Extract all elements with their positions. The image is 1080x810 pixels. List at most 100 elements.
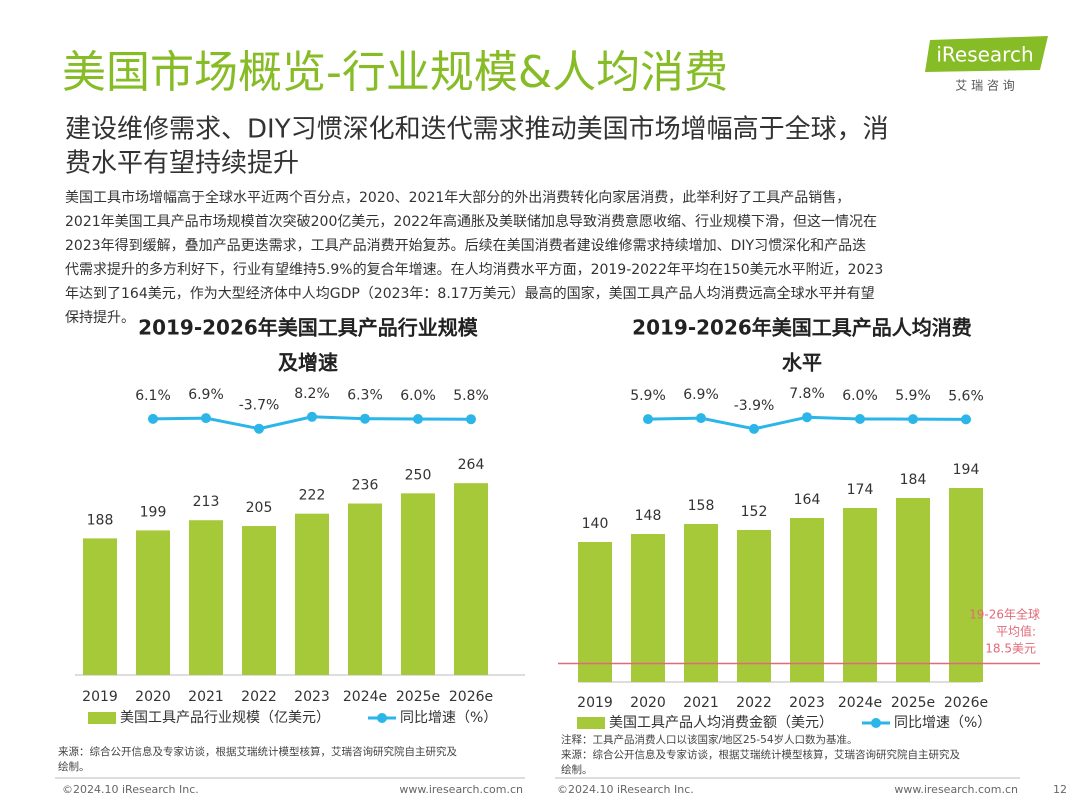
- source-note: 绘制。: [58, 760, 90, 773]
- x-tick-label: 2019: [82, 689, 118, 705]
- growth-point: [148, 413, 158, 424]
- logo: iResearch: [936, 43, 1033, 67]
- growth-label: 8.2%: [294, 386, 330, 402]
- bar: [348, 503, 382, 675]
- body-text: 美国工具市场增幅高于全球水平近两个百分点，2020、2021年大部分的外出消费转…: [65, 189, 850, 206]
- bar-label: 194: [953, 462, 980, 478]
- source-note: 绘制。: [561, 763, 593, 776]
- body-text: 年达到了164美元，作为大型经济体中人均GDP（2023年：8.17万美元）最高…: [65, 285, 875, 302]
- growth-point: [360, 413, 370, 424]
- legend-label: 同比增速（%）: [400, 710, 497, 726]
- bar: [790, 518, 824, 682]
- growth-label: 5.9%: [895, 388, 931, 404]
- growth-label: 6.9%: [188, 387, 224, 403]
- title: 美国市场概览-行业规模&人均消费: [62, 47, 728, 98]
- chart-title: 2019-2026年美国工具产品人均消费: [632, 316, 972, 340]
- body-text: 保持提升。: [65, 310, 135, 326]
- legend-dot: [377, 713, 387, 723]
- chart-title: 及增速: [278, 351, 338, 375]
- bar: [737, 530, 771, 682]
- x-tick-label: 2022: [736, 695, 772, 711]
- bar: [242, 526, 276, 675]
- growth-label: 6.0%: [400, 388, 436, 404]
- logo-badge: [925, 36, 1048, 72]
- source-note: 注释：工具产品消费人口以该国家/地区25-54岁人口数为基准。: [561, 733, 858, 746]
- bar-label: 140: [582, 516, 609, 532]
- bar: [295, 513, 329, 675]
- body-text: 代需求提升的多方利好下，行业有望维持5.9%的复合年增速。在人均消费水平方面，2…: [65, 261, 883, 278]
- bar-label: 184: [900, 472, 927, 488]
- x-tick-label: 2024e: [343, 689, 387, 705]
- x-tick-label: 2019: [577, 695, 613, 711]
- growth-point: [643, 414, 653, 425]
- x-tick-label: 2026e: [944, 695, 988, 711]
- bar: [189, 520, 223, 675]
- bar: [578, 542, 612, 682]
- reference-label: 平均值:: [996, 624, 1036, 639]
- bar-label: 188: [87, 512, 114, 528]
- legend-swatch: [577, 717, 605, 729]
- source-note: 来源：综合公开信息及专家访谈，根据艾瑞统计模型核算，艾瑞咨询研究院自主研究及: [58, 745, 457, 758]
- subtitle: 建设维修需求、DIY习惯深化和迭代需求推动美国市场增幅高于全球，消: [65, 115, 889, 145]
- bar: [401, 493, 435, 675]
- chart-title: 水平: [782, 351, 822, 375]
- bar: [896, 498, 930, 682]
- x-tick-label: 2024e: [838, 695, 882, 711]
- footer: ©2024.10 iResearch Inc.: [62, 783, 199, 796]
- growth-point: [413, 414, 423, 424]
- bar: [949, 488, 983, 682]
- footer: www.iresearch.com.cn: [399, 783, 523, 796]
- bar-label: 148: [635, 508, 662, 524]
- logo-sub: 艾 瑞 咨 询: [955, 78, 1014, 93]
- bar-label: 164: [794, 492, 821, 508]
- subtitle: 费水平有望持续提升: [65, 149, 299, 179]
- x-tick-label: 2025e: [396, 689, 440, 705]
- growth-point: [961, 414, 971, 425]
- growth-label: -3.9%: [734, 398, 775, 414]
- growth-point: [254, 423, 264, 434]
- legend-label: 同比增速（%）: [894, 715, 991, 731]
- x-tick-label: 2023: [789, 695, 825, 711]
- x-tick-label: 2021: [188, 689, 224, 705]
- legend-label: 美国工具产品人均消费金额（美元）: [609, 715, 833, 731]
- page-number: 12: [1053, 783, 1067, 796]
- bar-label: 222: [299, 488, 326, 504]
- legend-label: 美国工具产品行业规模（亿美元）: [120, 710, 330, 726]
- bar-label: 174: [847, 482, 874, 498]
- growth-point: [855, 414, 865, 424]
- growth-label: 6.9%: [683, 387, 719, 403]
- growth-point: [696, 413, 706, 424]
- growth-label: 6.1%: [135, 388, 171, 404]
- x-tick-label: 2021: [683, 695, 719, 711]
- bar: [843, 508, 877, 682]
- growth-label: 7.8%: [789, 386, 825, 402]
- growth-point: [749, 423, 759, 434]
- growth-label: 5.9%: [630, 388, 666, 404]
- chart-title: 2019-2026年美国工具产品行业规模: [138, 316, 479, 340]
- footer: ©2024.10 iResearch Inc.: [557, 783, 694, 796]
- bar-label: 250: [405, 467, 432, 483]
- legend-swatch: [88, 712, 116, 724]
- growth-point: [307, 411, 317, 422]
- bar-label: 199: [140, 504, 167, 520]
- bar: [631, 534, 665, 682]
- source-note: 来源：综合公开信息及专家访谈，根据艾瑞统计模型核算，艾瑞咨询研究院自主研究及: [561, 748, 960, 761]
- growth-label: 5.6%: [948, 388, 984, 404]
- x-tick-label: 2026e: [449, 689, 493, 705]
- bar-label: 264: [458, 457, 485, 473]
- bar-label: 205: [246, 500, 273, 516]
- footer: www.iresearch.com.cn: [894, 783, 1018, 796]
- growth-point: [908, 414, 918, 425]
- x-tick-label: 2023: [294, 689, 330, 705]
- body-text: 2021年美国工具产品市场规模首次突破200亿美元，2022年高通胀及美联储加息…: [65, 213, 877, 230]
- growth-point: [201, 413, 211, 424]
- bar-label: 236: [352, 478, 379, 494]
- x-tick-label: 2020: [135, 689, 171, 705]
- bar: [454, 483, 488, 675]
- bar-label: 152: [741, 504, 768, 520]
- growth-label: 6.3%: [347, 388, 383, 404]
- bar: [136, 530, 170, 675]
- growth-label: -3.7%: [239, 398, 280, 414]
